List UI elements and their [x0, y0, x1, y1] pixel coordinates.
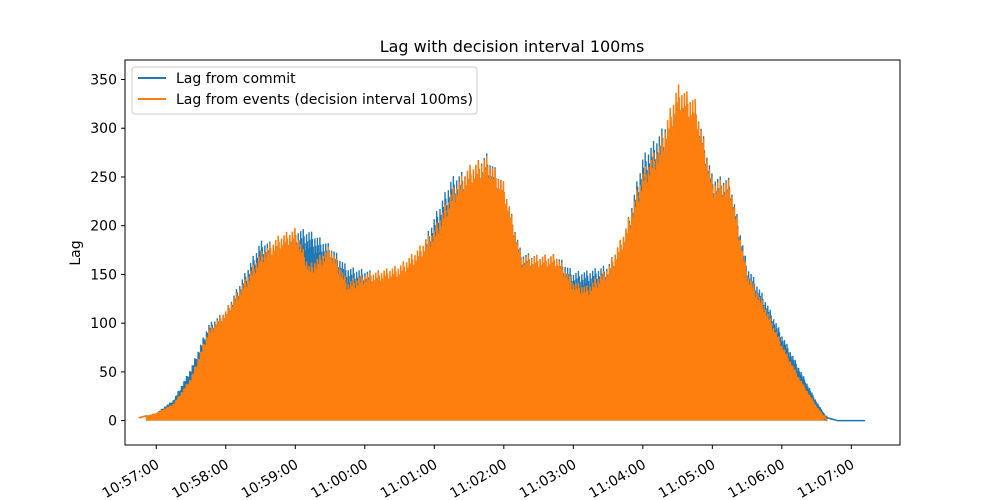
chart-title: Lag with decision interval 100ms [380, 37, 645, 56]
legend: Lag from commit Lag from events (decision… [131, 66, 478, 115]
y-axis-label: Lag [68, 240, 84, 265]
y-tick-label: 300 [90, 121, 117, 137]
plot-frame [124, 59, 901, 446]
legend-label: Lag from commit [176, 71, 296, 87]
y-tick-label: 100 [90, 316, 117, 332]
y-tick-label: 200 [90, 219, 117, 235]
series-line-lag-from-events [138, 84, 828, 422]
y-tick-label: 250 [90, 170, 117, 186]
y-tick-label: 50 [99, 365, 117, 381]
plot-area [138, 79, 866, 422]
legend-label: Lag from events (decision interval 100ms… [176, 92, 473, 108]
y-tick-label: 0 [108, 414, 117, 430]
legend-box [131, 66, 478, 115]
y-tick-label: 150 [90, 267, 117, 283]
y-tick-label: 350 [90, 72, 117, 88]
